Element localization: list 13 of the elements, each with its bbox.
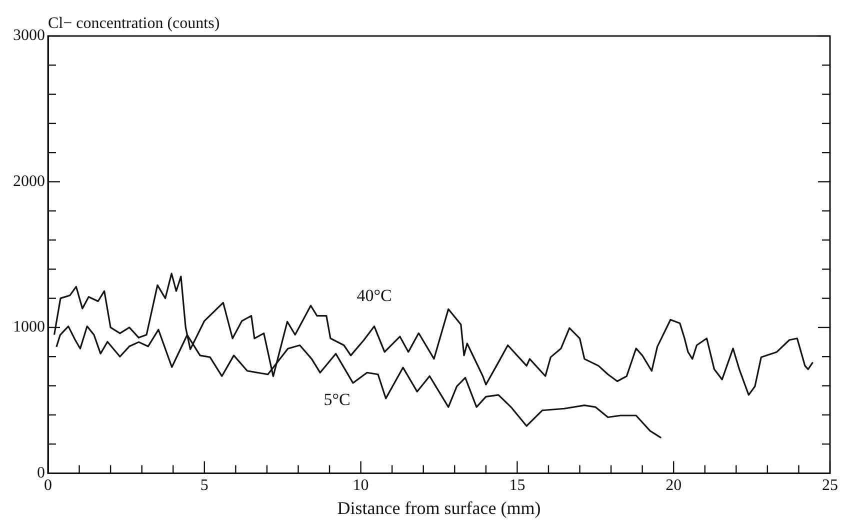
y-tick-label: 0 — [37, 464, 45, 482]
x-tick-label: 10 — [352, 477, 369, 494]
y-tick-label: 2000 — [13, 172, 45, 190]
x-tick-label: 15 — [509, 477, 526, 494]
x-tick-label: 20 — [666, 477, 682, 494]
series-label: 40°C — [356, 286, 392, 305]
series-label: 5°C — [324, 390, 350, 410]
x-tick-label: 25 — [822, 477, 838, 494]
y-tick-label: 3000 — [13, 27, 45, 44]
x-axis-title: Distance from surface (mm) — [337, 498, 541, 518]
x-tick-label: 5 — [200, 477, 208, 494]
y-tick-label: 1000 — [13, 318, 45, 336]
y-axis-title: Cl− concentration (counts) — [48, 15, 220, 32]
